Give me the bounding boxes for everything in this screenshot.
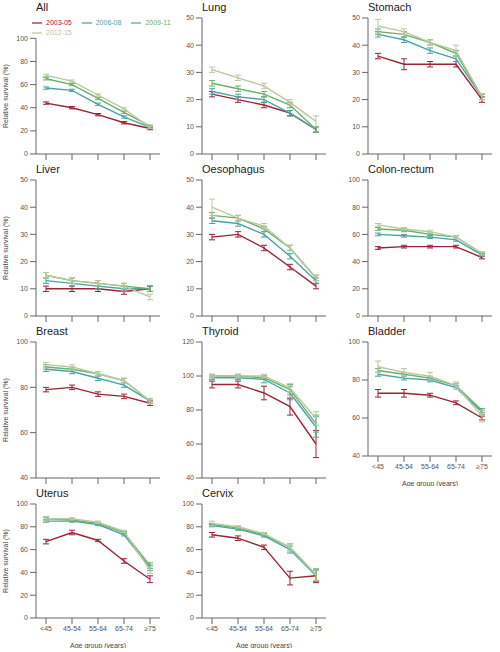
svg-text:≥75: ≥75: [144, 625, 156, 632]
svg-text:100: 100: [182, 500, 194, 507]
svg-text:20: 20: [186, 592, 194, 599]
svg-text:100: 100: [16, 500, 28, 507]
svg-text:20: 20: [352, 96, 360, 103]
svg-text:40: 40: [20, 569, 28, 576]
svg-text:60: 60: [20, 81, 28, 88]
svg-text:20: 20: [186, 96, 194, 103]
svg-text:60: 60: [352, 231, 360, 238]
svg-text:50: 50: [20, 176, 28, 183]
svg-text:60: 60: [186, 546, 194, 553]
svg-text:30: 30: [186, 69, 194, 76]
svg-text:80: 80: [20, 384, 28, 391]
svg-text:40: 40: [186, 474, 194, 481]
svg-text:80: 80: [20, 523, 28, 530]
svg-text:45-54: 45-54: [395, 463, 413, 470]
svg-text:20: 20: [20, 127, 28, 134]
html-text:Uterus: Uterus: [36, 487, 69, 499]
svg-text:100: 100: [16, 35, 28, 42]
html-text:Stomach: Stomach: [368, 1, 412, 13]
svg-text:100: 100: [348, 338, 360, 345]
svg-text:Age group (years): Age group (years): [402, 480, 458, 486]
svg-text:55-64: 55-64: [89, 625, 107, 632]
svg-text:40: 40: [352, 258, 360, 265]
svg-text:0: 0: [356, 150, 360, 157]
svg-text:30: 30: [186, 231, 194, 238]
svg-text:<45: <45: [40, 625, 52, 632]
svg-text:40: 40: [20, 104, 28, 111]
svg-text:30: 30: [352, 69, 360, 76]
svg-text:20: 20: [20, 592, 28, 599]
svg-text:Age group (years): Age group (years): [236, 642, 292, 648]
html-text:Cervix: Cervix: [202, 487, 234, 499]
svg-text:50: 50: [186, 14, 194, 21]
svg-text:40: 40: [20, 204, 28, 211]
svg-text:50: 50: [186, 176, 194, 183]
svg-text:60: 60: [186, 440, 194, 447]
svg-text:65-74: 65-74: [115, 625, 133, 632]
svg-text:0: 0: [356, 312, 360, 319]
html-text:2003-05: 2003-05: [46, 19, 72, 26]
svg-text:Relative survival (%): Relative survival (%): [8, 216, 10, 280]
svg-text:≥75: ≥75: [476, 463, 488, 470]
svg-text:40: 40: [186, 204, 194, 211]
svg-text:0: 0: [190, 312, 194, 319]
svg-text:10: 10: [186, 285, 194, 292]
html-text:Oesophagus: Oesophagus: [202, 163, 265, 175]
svg-text:0: 0: [190, 614, 194, 621]
svg-text:40: 40: [186, 569, 194, 576]
svg-text:20: 20: [352, 285, 360, 292]
svg-text:100: 100: [16, 338, 28, 345]
html-text:2009-11: 2009-11: [145, 19, 171, 26]
svg-text:55-64: 55-64: [421, 463, 439, 470]
svg-text:30: 30: [20, 231, 28, 238]
svg-text:0: 0: [24, 150, 28, 157]
svg-text:60: 60: [20, 546, 28, 553]
svg-text:Age group (years): Age group (years): [70, 642, 126, 648]
html-text:All: All: [36, 1, 49, 13]
svg-text:80: 80: [20, 58, 28, 65]
svg-text:100: 100: [182, 372, 194, 379]
svg-text:80: 80: [352, 376, 360, 383]
svg-text:80: 80: [186, 406, 194, 413]
svg-text:40: 40: [352, 42, 360, 49]
svg-text:65-74: 65-74: [281, 625, 299, 632]
html-text:Breast: Breast: [36, 325, 68, 337]
svg-text:0: 0: [190, 150, 194, 157]
svg-text:45-54: 45-54: [63, 625, 81, 632]
html-text:2006-08: 2006-08: [95, 19, 122, 26]
svg-text:40: 40: [186, 42, 194, 49]
svg-text:20: 20: [186, 258, 194, 265]
svg-text:60: 60: [20, 429, 28, 436]
svg-text:55-64: 55-64: [255, 625, 273, 632]
svg-text:10: 10: [186, 123, 194, 130]
svg-text:80: 80: [186, 523, 194, 530]
svg-text:10: 10: [352, 123, 360, 130]
svg-text:0: 0: [24, 614, 28, 621]
html-text:Liver: Liver: [36, 163, 60, 175]
svg-text:10: 10: [20, 285, 28, 292]
svg-text:60: 60: [352, 414, 360, 421]
svg-text:80: 80: [352, 204, 360, 211]
svg-text:20: 20: [20, 258, 28, 265]
svg-text:50: 50: [352, 14, 360, 21]
svg-text:Relative survival (%): Relative survival (%): [8, 64, 10, 128]
svg-text:0: 0: [24, 312, 28, 319]
svg-text:120: 120: [182, 338, 194, 345]
html-text:2012-15: 2012-15: [46, 29, 72, 37]
svg-text:Relative survival (%): Relative survival (%): [8, 378, 10, 442]
svg-text:≥75: ≥75: [310, 625, 322, 632]
html-text:Bladder: Bladder: [368, 325, 406, 337]
svg-text:100: 100: [348, 176, 360, 183]
html-text:Colon-rectum: Colon-rectum: [368, 163, 434, 175]
svg-text:65-74: 65-74: [447, 463, 465, 470]
html-text:Lung: Lung: [202, 1, 227, 13]
svg-text:<45: <45: [206, 625, 218, 632]
svg-text:40: 40: [352, 452, 360, 459]
svg-text:40: 40: [20, 474, 28, 481]
svg-text:Relative survival (%): Relative survival (%): [8, 529, 10, 593]
svg-text:<45: <45: [372, 463, 384, 470]
svg-text:45-54: 45-54: [229, 625, 247, 632]
html-text:Thyroid: Thyroid: [202, 325, 239, 337]
